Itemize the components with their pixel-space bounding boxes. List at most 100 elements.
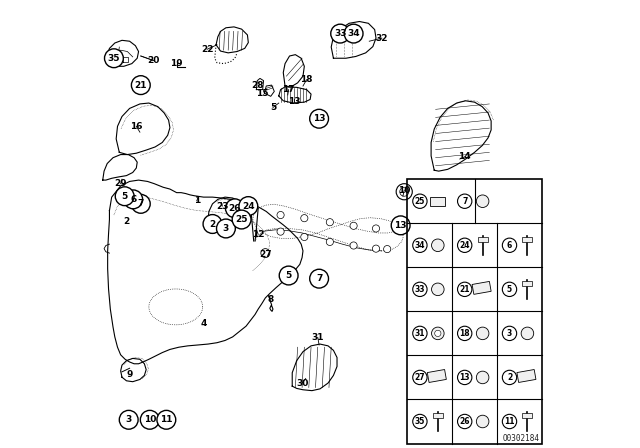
Text: 24: 24	[242, 202, 255, 211]
Circle shape	[413, 370, 427, 384]
Circle shape	[279, 266, 298, 285]
Circle shape	[301, 215, 308, 222]
Circle shape	[521, 327, 534, 340]
Bar	[407, 179, 541, 444]
Text: 6: 6	[507, 241, 512, 250]
Bar	[472, 281, 491, 294]
Text: 21: 21	[460, 285, 470, 294]
Circle shape	[372, 245, 380, 252]
Text: 3: 3	[223, 224, 229, 233]
Circle shape	[391, 216, 410, 235]
Circle shape	[458, 370, 472, 384]
Bar	[430, 197, 445, 206]
Circle shape	[413, 194, 427, 208]
Circle shape	[502, 238, 516, 253]
Circle shape	[350, 242, 357, 249]
Circle shape	[261, 249, 270, 258]
Text: 15: 15	[257, 89, 269, 98]
Circle shape	[431, 283, 444, 296]
Text: 10: 10	[143, 415, 156, 424]
Circle shape	[476, 327, 489, 340]
Text: 2: 2	[209, 220, 216, 228]
Bar	[522, 414, 532, 418]
Text: 8: 8	[268, 295, 274, 304]
Text: 3: 3	[507, 329, 512, 338]
Text: 7: 7	[462, 197, 467, 206]
Circle shape	[232, 210, 251, 229]
Text: 9: 9	[127, 370, 132, 379]
Text: 19: 19	[170, 59, 183, 68]
Circle shape	[310, 269, 328, 288]
Circle shape	[458, 414, 472, 429]
Text: 35: 35	[415, 417, 425, 426]
Circle shape	[413, 238, 427, 253]
Circle shape	[435, 330, 441, 336]
Text: 27: 27	[259, 250, 271, 259]
Circle shape	[115, 187, 134, 206]
Text: 14: 14	[458, 152, 471, 161]
Text: 34: 34	[348, 29, 360, 38]
Text: 5: 5	[507, 285, 512, 294]
Text: 29: 29	[115, 179, 127, 188]
Text: 7: 7	[316, 274, 323, 283]
Text: 7: 7	[138, 199, 144, 208]
Circle shape	[326, 219, 333, 226]
Text: 31: 31	[415, 329, 425, 338]
Circle shape	[157, 410, 176, 429]
Text: 32: 32	[376, 34, 388, 43]
Circle shape	[502, 370, 516, 384]
Circle shape	[239, 197, 258, 215]
Circle shape	[458, 326, 472, 340]
Circle shape	[383, 246, 391, 253]
Circle shape	[124, 190, 143, 209]
Circle shape	[104, 49, 124, 68]
Text: 1: 1	[194, 196, 200, 205]
Text: 26: 26	[228, 204, 241, 213]
Circle shape	[458, 194, 472, 208]
Circle shape	[476, 371, 489, 383]
Circle shape	[203, 215, 222, 233]
Bar	[477, 237, 488, 242]
Circle shape	[502, 414, 516, 429]
Bar	[433, 414, 443, 418]
Text: 12: 12	[252, 230, 264, 239]
Bar	[517, 370, 536, 383]
Text: 11: 11	[504, 417, 515, 426]
Text: 28: 28	[251, 81, 264, 90]
Circle shape	[277, 211, 284, 219]
Circle shape	[476, 415, 489, 428]
Text: 35: 35	[108, 54, 120, 63]
Text: 30: 30	[296, 379, 308, 388]
Text: 2: 2	[124, 217, 129, 226]
Circle shape	[119, 410, 138, 429]
Text: 18: 18	[460, 329, 470, 338]
Text: 10: 10	[398, 186, 410, 195]
Bar	[428, 370, 446, 383]
Text: O0302184: O0302184	[502, 434, 540, 443]
Text: 24: 24	[460, 241, 470, 250]
Text: 25: 25	[415, 197, 425, 206]
Text: 13: 13	[288, 97, 300, 106]
Text: 33: 33	[334, 29, 346, 38]
Circle shape	[326, 238, 333, 246]
Circle shape	[331, 24, 349, 43]
Text: 22: 22	[201, 45, 213, 54]
Text: 5: 5	[285, 271, 292, 280]
Circle shape	[502, 282, 516, 297]
Circle shape	[140, 410, 159, 429]
Text: 13: 13	[394, 221, 407, 230]
Text: 23: 23	[216, 202, 228, 211]
Circle shape	[277, 228, 284, 235]
Circle shape	[431, 327, 444, 340]
Circle shape	[413, 414, 427, 429]
Circle shape	[310, 109, 328, 128]
Circle shape	[458, 238, 472, 253]
Text: 18: 18	[300, 75, 313, 84]
Circle shape	[372, 225, 380, 232]
Circle shape	[344, 24, 363, 43]
Text: 3: 3	[125, 415, 132, 424]
Circle shape	[301, 233, 308, 241]
Circle shape	[413, 282, 427, 297]
Circle shape	[476, 195, 489, 207]
Circle shape	[413, 326, 427, 340]
